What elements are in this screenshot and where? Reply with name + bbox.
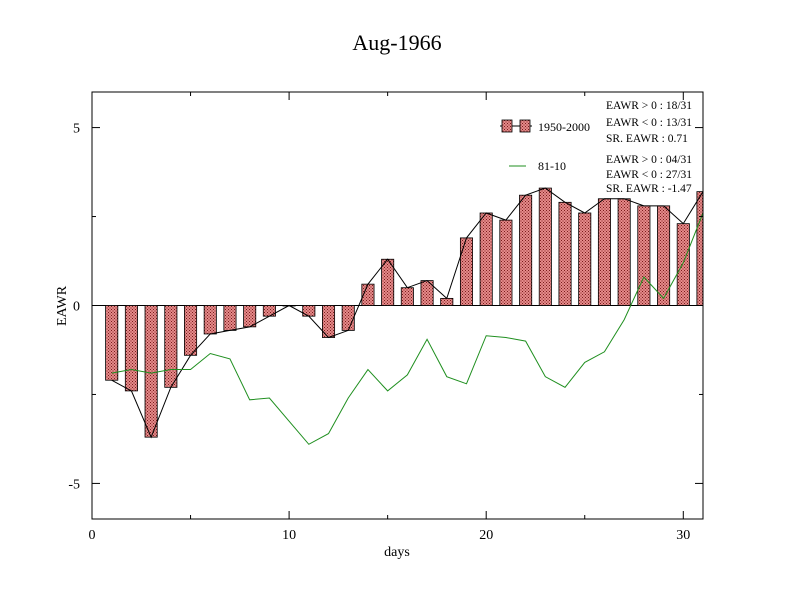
legend-bar-swatch-right: [519, 119, 531, 133]
x-tick-label-10: 10: [282, 528, 296, 543]
bar-day-26: [597, 198, 611, 306]
bar-day-16: [400, 287, 414, 306]
x-axis-label: days: [384, 545, 410, 560]
bar-day-8: [243, 305, 257, 328]
x-tick-label-20: 20: [479, 528, 493, 543]
bar-day-2: [124, 305, 138, 392]
stat-positive-8110: EAWR > 0 : 04/31: [606, 154, 692, 166]
bar-day-6: [203, 305, 217, 335]
y-tick-label-0: 0: [73, 300, 80, 315]
bar-day-13: [341, 305, 355, 331]
bar-day-28: [637, 205, 651, 306]
stat-sr-8110: SR. EAWR : -1.47: [606, 183, 692, 195]
chart-title: Aug-1966: [352, 30, 441, 55]
stat-sr-1950: SR. EAWR : 0.71: [606, 133, 688, 145]
bar-day-25: [578, 212, 592, 306]
series-81-10-line: [111, 212, 703, 445]
bar-day-23: [538, 187, 552, 306]
legend-bar-swatch-left: [501, 119, 513, 133]
stat-negative-1950: EAWR < 0 : 13/31: [606, 117, 692, 129]
stat-negative-8110: EAWR < 0 : 27/31: [606, 169, 692, 181]
bar-day-22: [519, 194, 533, 306]
bar-day-18: [440, 297, 454, 306]
stat-positive-1950: EAWR > 0 : 18/31: [606, 100, 692, 112]
x-tick-label-0: 0: [89, 528, 96, 543]
bar-day-27: [617, 198, 631, 306]
bar-day-4: [164, 305, 178, 388]
legend-line-label: 81-10: [538, 159, 566, 173]
bar-day-31: [696, 191, 703, 306]
bar-day-20: [479, 212, 493, 306]
bar-day-30: [676, 223, 690, 306]
bar-day-5: [184, 305, 198, 356]
bar-day-19: [459, 237, 473, 306]
y-axis-label: EAWR: [55, 285, 70, 326]
stats-block: EAWR > 0 : 18/31 EAWR < 0 : 13/31 SR. EA…: [606, 100, 692, 195]
bar-day-7: [223, 305, 237, 331]
series-1950-2000-line: [111, 187, 703, 439]
bar-day-24: [558, 201, 572, 306]
bar-day-1: [105, 305, 119, 381]
bar-day-3: [144, 305, 158, 438]
y-tick-label--5: -5: [68, 477, 80, 492]
legend: 1950-2000 81-10: [500, 119, 590, 173]
bar-day-11: [302, 305, 316, 317]
x-tick-label-30: 30: [676, 528, 690, 543]
bar-day-21: [499, 219, 513, 306]
bar-day-9: [262, 305, 276, 317]
legend-bar-label: 1950-2000: [538, 120, 590, 134]
y-tick-label-5: 5: [73, 122, 80, 137]
